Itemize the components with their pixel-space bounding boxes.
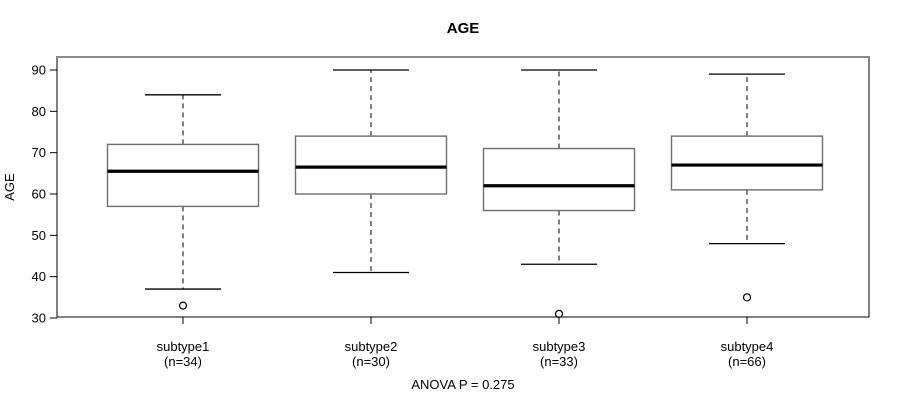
iqr-box — [106, 143, 260, 208]
x-category-label: subtype1 — [157, 339, 210, 354]
y-axis-label: AGE — [2, 173, 17, 201]
y-axis-tick-label: 30 — [32, 311, 46, 326]
anova-p-label: ANOVA P = 0.275 — [411, 377, 514, 392]
y-axis-tick-label: 70 — [32, 145, 46, 160]
iqr-box — [670, 135, 824, 191]
x-category-label: subtype2 — [345, 339, 398, 354]
y-axis-tick-label: 60 — [32, 187, 46, 202]
y-axis-tick-label: 80 — [32, 104, 46, 119]
outlier-point — [178, 301, 188, 310]
y-axis-tick-label: 90 — [32, 63, 46, 78]
x-count-label: (n=66) — [728, 354, 766, 369]
iqr-box — [294, 135, 448, 195]
outlier-point — [742, 293, 752, 302]
x-count-label: (n=33) — [540, 354, 578, 369]
x-count-label: (n=34) — [164, 354, 202, 369]
iqr-box — [482, 147, 636, 212]
y-axis-tick-label: 40 — [32, 269, 46, 284]
x-count-label: (n=30) — [352, 354, 390, 369]
y-axis-tick-label: 50 — [32, 228, 46, 243]
chart-title: AGE — [447, 20, 480, 37]
x-category-label: subtype3 — [533, 339, 586, 354]
x-category-label: subtype4 — [721, 339, 774, 354]
